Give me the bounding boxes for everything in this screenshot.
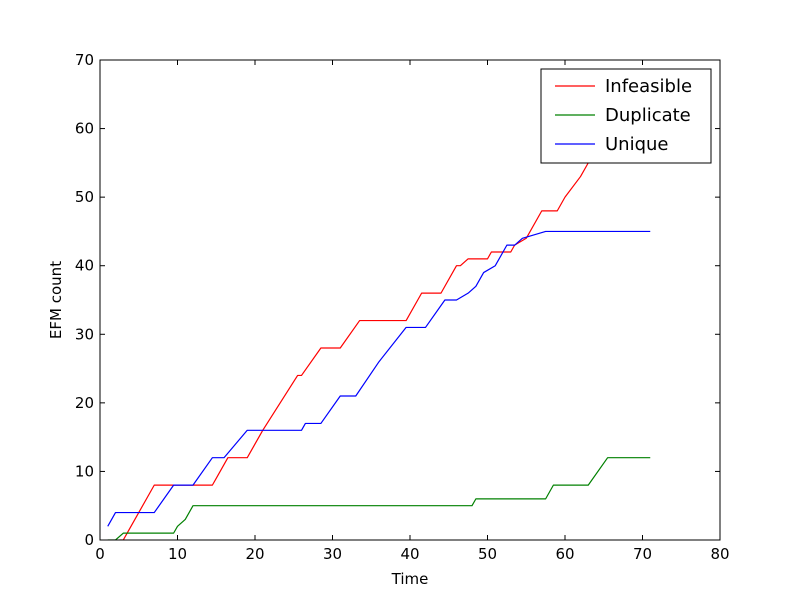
series-layer <box>107 128 651 540</box>
x-tick-label: 40 <box>400 545 419 563</box>
series-line-unique <box>107 230 651 527</box>
x-tick-label: 60 <box>555 545 574 563</box>
x-tick-label: 30 <box>323 545 342 563</box>
y-tick-label: 10 <box>75 462 94 480</box>
y-tick-label: 60 <box>75 120 94 138</box>
x-tick-label: 70 <box>633 545 652 563</box>
legend-label-infeasible: Infeasible <box>605 76 692 97</box>
legend-label-duplicate: Duplicate <box>605 105 691 126</box>
x-tick-label: 0 <box>95 545 105 563</box>
y-tick-label: 70 <box>75 51 94 69</box>
series-line-duplicate <box>107 457 651 540</box>
y-tick-label: 30 <box>75 325 94 343</box>
y-tick-label: 0 <box>84 531 94 549</box>
x-tick-label: 10 <box>168 545 187 563</box>
x-axis-label: Time <box>391 570 429 588</box>
legend: Infeasible Duplicate Unique <box>540 68 712 164</box>
y-axis-label: EFM count <box>47 261 65 339</box>
ticks: 0 10 20 30 40 50 60 70 80 0 10 20 30 40 50 60 70 <box>75 51 730 563</box>
x-tick-label: 50 <box>478 545 497 563</box>
y-tick-label: 40 <box>75 257 94 275</box>
legend-box <box>540 68 712 164</box>
legend-label-unique: Unique <box>605 134 669 155</box>
x-tick-label: 20 <box>245 545 264 563</box>
y-tick-label: 20 <box>75 394 94 412</box>
y-tick-label: 50 <box>75 188 94 206</box>
x-tick-label: 80 <box>710 545 729 563</box>
series-line-infeasible <box>119 128 612 540</box>
